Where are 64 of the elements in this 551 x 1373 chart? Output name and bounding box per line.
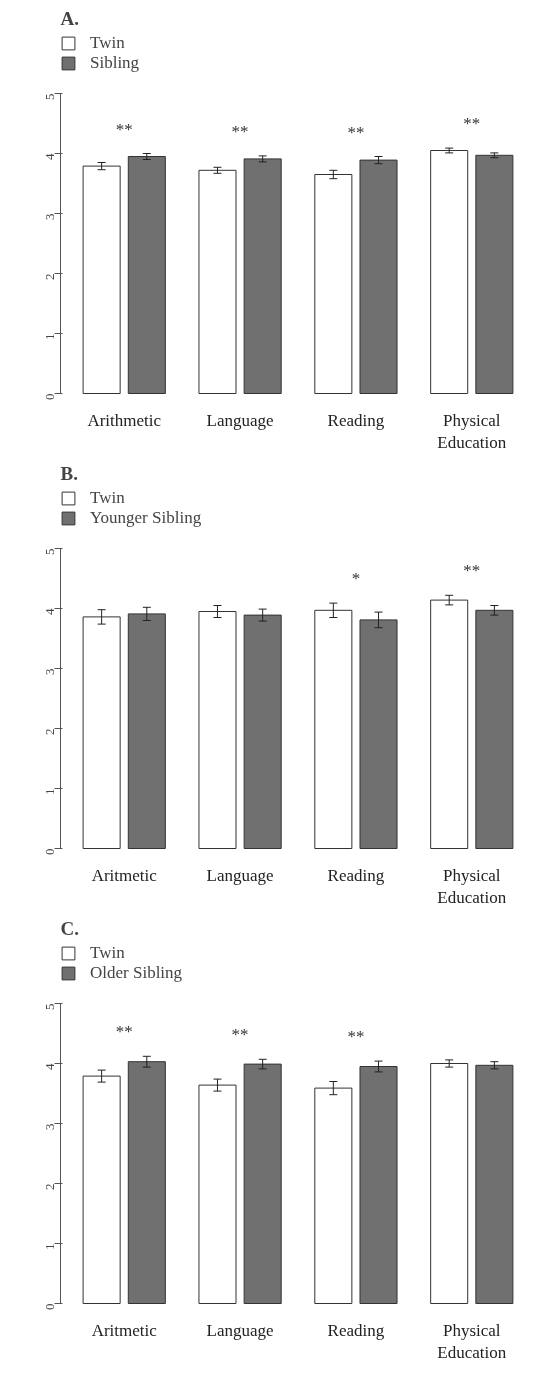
y-tick-label: 0 xyxy=(41,1303,57,1310)
bar xyxy=(198,1084,237,1304)
x-tick-label: Language xyxy=(206,865,274,885)
bar xyxy=(430,150,469,394)
x-tick-label: Physical Education xyxy=(437,1320,507,1363)
x-tick-label: Language xyxy=(206,1320,274,1340)
x-tick-label: Aritmetic xyxy=(91,865,158,885)
x-tick-label: Physical Education xyxy=(437,865,507,908)
chart-title: B. xyxy=(60,462,78,484)
legend-label: Twin xyxy=(90,33,125,53)
y-tick-label: 2 xyxy=(41,728,57,735)
bar xyxy=(82,1075,121,1304)
x-tick-label: Arithmetic xyxy=(87,410,162,430)
y-tick-label: 4 xyxy=(41,153,57,160)
bar xyxy=(127,1061,166,1304)
bar xyxy=(475,1064,514,1304)
bar xyxy=(475,154,514,394)
legend-label: Sibling xyxy=(90,53,140,73)
chart-title: A. xyxy=(60,7,79,29)
y-tick-label: 1 xyxy=(41,1243,57,1250)
bar xyxy=(314,1087,353,1304)
data-label: ** xyxy=(231,1025,249,1045)
data-label: ** xyxy=(463,114,481,134)
data-label: ** xyxy=(231,121,249,141)
x-tick-label: Reading xyxy=(327,1320,385,1340)
x-tick-label: Aritmetic xyxy=(91,1320,158,1340)
bar xyxy=(430,1063,469,1304)
data-label: ** xyxy=(115,119,133,139)
y-tick-label: 4 xyxy=(41,1063,57,1070)
legend-label: Twin xyxy=(90,488,125,508)
y-tick-label: 2 xyxy=(41,273,57,280)
y-tick-label: 2 xyxy=(41,1183,57,1190)
x-tick-label: Reading xyxy=(327,865,385,885)
data-label: ** xyxy=(347,1027,365,1047)
y-tick-label: 0 xyxy=(41,848,57,855)
legend-label: Younger Sibling xyxy=(90,508,202,528)
data-label: * xyxy=(351,569,361,589)
y-tick-label: 5 xyxy=(41,1003,57,1010)
data-label: ** xyxy=(115,1022,133,1042)
data-label: ** xyxy=(463,561,481,581)
x-tick-label: Language xyxy=(206,410,274,430)
y-tick-label: 3 xyxy=(41,668,57,675)
bar xyxy=(243,158,282,394)
bar xyxy=(127,156,166,394)
chart-title: C. xyxy=(60,917,79,939)
legend-label: Twin xyxy=(90,943,125,963)
y-tick-label: 1 xyxy=(41,333,57,340)
data-label: ** xyxy=(347,122,365,142)
y-tick-label: 3 xyxy=(41,1123,57,1130)
bar xyxy=(359,159,398,394)
legend-label: Older Sibling xyxy=(90,963,183,983)
y-tick-label: 0 xyxy=(41,393,57,400)
x-tick-label: Reading xyxy=(327,410,385,430)
bar xyxy=(82,165,121,394)
y-tick-label: 4 xyxy=(41,608,57,615)
bar xyxy=(198,169,237,394)
bar xyxy=(243,1063,282,1304)
bar xyxy=(314,174,353,394)
y-tick-label: 5 xyxy=(41,93,57,100)
y-tick-label: 5 xyxy=(41,548,57,555)
bar xyxy=(359,1066,398,1304)
y-tick-label: 3 xyxy=(41,213,57,220)
x-tick-label: Physical Education xyxy=(437,410,507,453)
y-tick-label: 1 xyxy=(41,788,57,795)
